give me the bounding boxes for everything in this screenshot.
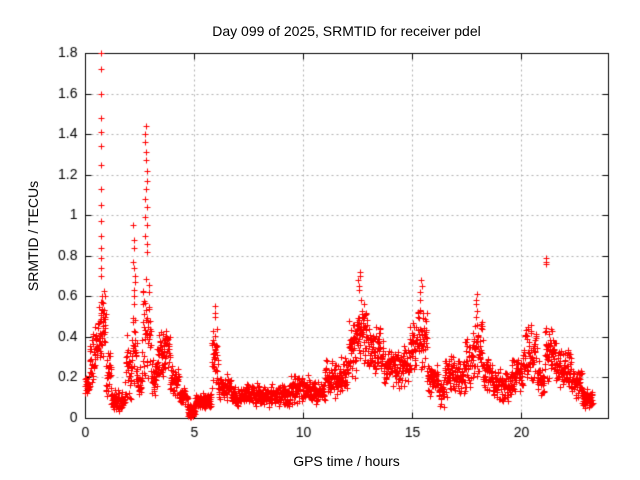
x-axis-label: GPS time / hours: [293, 453, 400, 469]
y-axis-label: SRMTID / TECUs: [25, 180, 41, 292]
chart-title: Day 099 of 2025, SRMTID for receiver pde…: [212, 23, 481, 39]
